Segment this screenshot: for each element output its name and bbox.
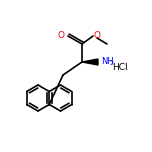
Text: O: O (58, 31, 65, 40)
Text: O: O (94, 31, 101, 40)
Text: NH: NH (101, 57, 114, 67)
Text: 2: 2 (110, 61, 114, 66)
Text: HCl: HCl (112, 64, 128, 73)
Polygon shape (82, 59, 98, 65)
